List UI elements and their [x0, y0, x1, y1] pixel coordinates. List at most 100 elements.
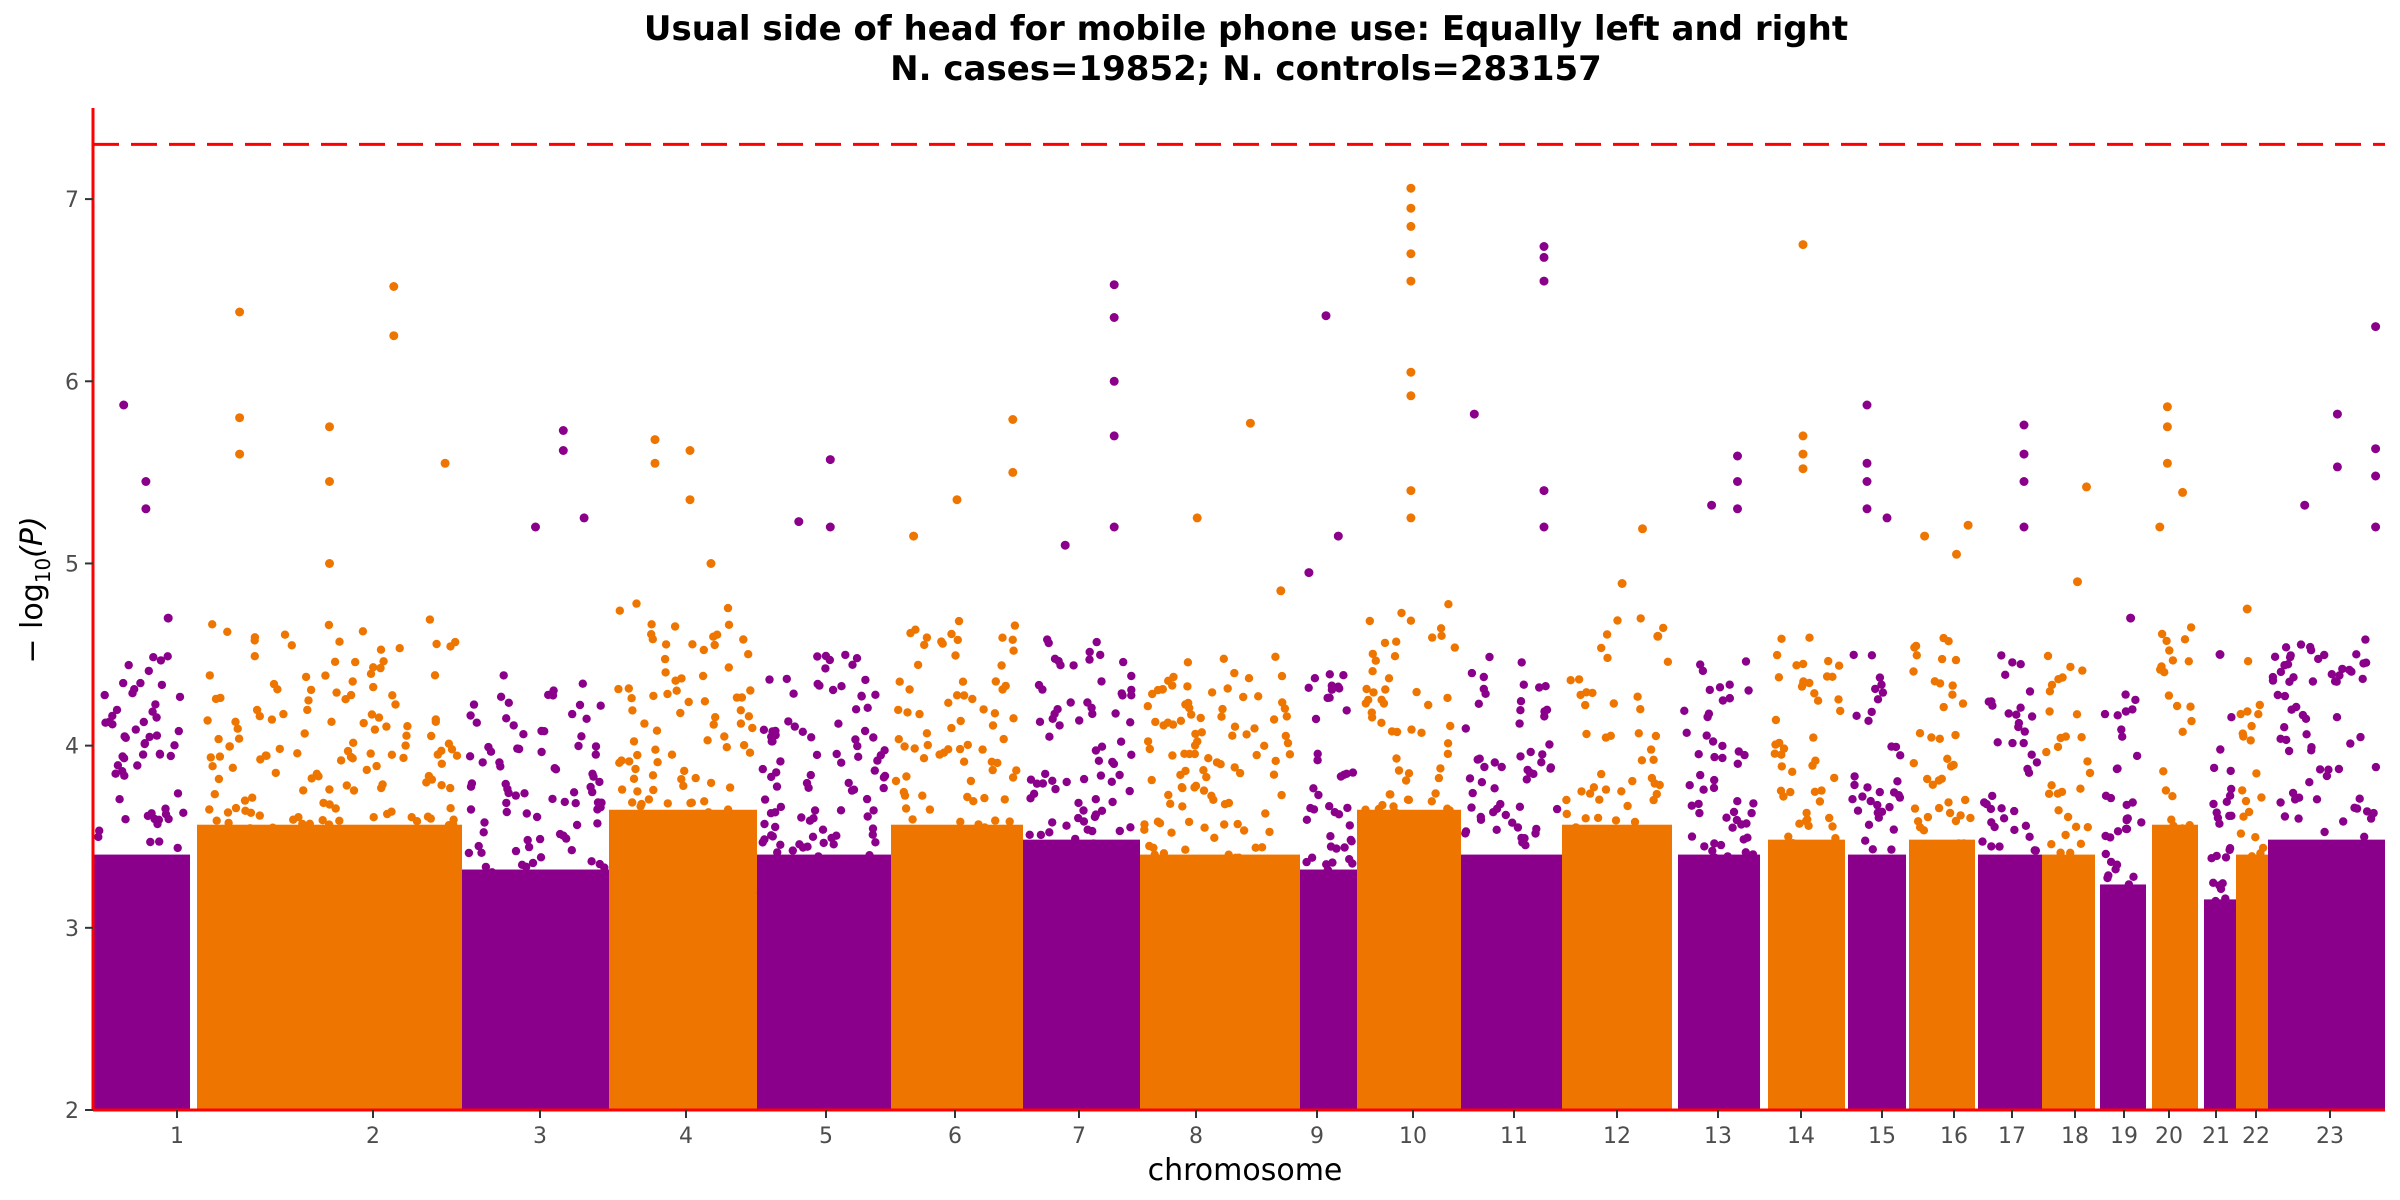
point: [1166, 799, 1175, 808]
point: [739, 918, 748, 927]
point: [726, 878, 735, 887]
point: [2257, 793, 2266, 802]
point: [819, 838, 828, 848]
point: [1029, 789, 1039, 798]
point: [376, 663, 385, 673]
point: [2044, 940, 2053, 949]
point: [1032, 779, 1042, 788]
point: [378, 780, 387, 789]
point: [1993, 738, 2002, 747]
point: [682, 837, 691, 846]
point: [1422, 941, 1432, 950]
point: [925, 865, 935, 875]
chromosome-5-points: [756, 455, 891, 1110]
point: [687, 937, 697, 946]
point: [1817, 904, 1826, 913]
chart-title-line1: Usual side of head for mobile phone use:…: [644, 9, 1848, 49]
point: [853, 901, 863, 910]
point: [1361, 699, 1371, 708]
point: [481, 919, 491, 929]
point: [2322, 917, 2331, 926]
point: [1997, 651, 2006, 660]
point: [876, 751, 885, 760]
point: [1769, 941, 1778, 950]
point: [712, 630, 722, 639]
point: [1912, 651, 1922, 660]
point: [689, 881, 698, 890]
point: [1085, 647, 1094, 657]
point: [1889, 788, 1899, 797]
point: [648, 771, 658, 780]
point: [1861, 905, 1871, 914]
hit-point: [235, 449, 245, 459]
hit-point: [706, 559, 716, 568]
point: [1680, 922, 1689, 932]
hit-point: [1963, 520, 1973, 530]
point: [676, 938, 685, 947]
point: [1207, 791, 1216, 800]
point: [1733, 759, 1743, 768]
point: [925, 805, 935, 814]
point: [425, 615, 435, 624]
point: [2085, 768, 2095, 778]
point: [2019, 738, 2028, 748]
hit-point: [1798, 240, 1808, 250]
point: [2185, 867, 2194, 876]
point: [2217, 926, 2226, 935]
point: [1282, 712, 1292, 721]
point: [2112, 913, 2122, 922]
point: [1069, 661, 1078, 670]
hit-point: [2178, 487, 2188, 497]
point: [465, 875, 475, 885]
point: [2083, 915, 2093, 924]
point: [2243, 930, 2252, 939]
hit-point: [1617, 579, 1627, 588]
point: [234, 734, 244, 743]
hit-point: [1882, 513, 1892, 523]
point: [199, 851, 208, 860]
point: [1852, 711, 1861, 720]
point: [1303, 881, 1313, 890]
point: [1444, 600, 1453, 609]
point: [252, 876, 261, 885]
point: [1012, 766, 1021, 775]
point: [860, 875, 870, 884]
point: [152, 731, 162, 740]
point: [1949, 760, 1958, 770]
point: [1230, 763, 1239, 772]
point: [2307, 743, 2316, 752]
point: [1086, 896, 1096, 905]
point: [821, 664, 830, 673]
point: [1655, 780, 1664, 790]
point: [1041, 903, 1050, 912]
point: [144, 666, 153, 676]
point: [2308, 677, 2318, 686]
point: [1817, 851, 1826, 860]
point: [2338, 664, 2347, 674]
point: [1111, 874, 1120, 883]
point: [225, 941, 234, 950]
hit-point: [2019, 449, 2029, 459]
point: [1423, 885, 1432, 894]
point: [502, 807, 511, 817]
point: [1581, 814, 1590, 823]
point: [1035, 717, 1045, 726]
point: [832, 831, 841, 840]
point: [210, 790, 219, 799]
point: [1580, 920, 1589, 929]
point: [1200, 823, 1209, 832]
point: [1102, 941, 1112, 951]
point: [1896, 751, 1905, 760]
point: [1152, 886, 1162, 896]
point: [1609, 932, 1618, 941]
point: [1452, 931, 1461, 940]
point: [1505, 899, 1515, 908]
data-points: [93, 183, 2385, 1110]
point: [1918, 910, 1927, 919]
point: [800, 939, 810, 948]
point: [273, 935, 283, 945]
point: [1054, 923, 1063, 932]
point: [1552, 804, 1562, 814]
point: [1595, 795, 1604, 804]
point: [1733, 797, 1742, 806]
